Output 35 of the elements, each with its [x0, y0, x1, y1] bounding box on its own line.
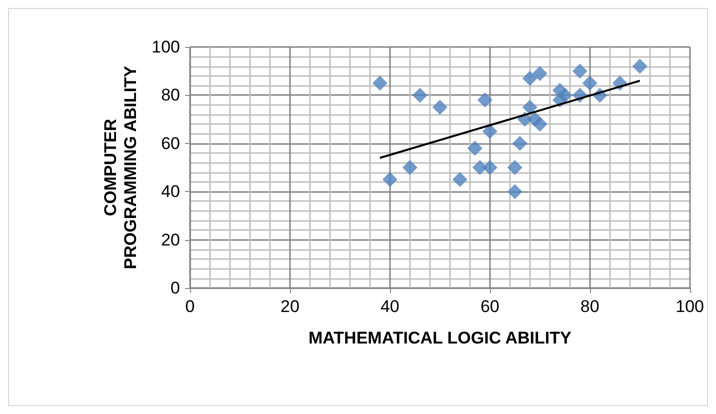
x-tick-label: 80	[580, 297, 600, 316]
y-tick-label: 100	[152, 38, 180, 56]
point	[572, 64, 588, 79]
point	[482, 160, 498, 175]
x-tick-label: 60	[480, 297, 500, 316]
y-axis-title: COMPUTER PROGRAMMING ABILITY	[101, 65, 140, 270]
point	[557, 88, 572, 103]
x-tick-label: 40	[380, 297, 400, 316]
point	[412, 88, 428, 103]
point	[477, 92, 492, 108]
y-tick-label: 60	[161, 134, 180, 153]
y-tick-label: 80	[161, 86, 180, 105]
point	[507, 160, 522, 175]
point	[532, 66, 548, 82]
point	[582, 76, 598, 91]
point	[522, 100, 538, 115]
point	[372, 76, 388, 91]
point	[507, 184, 522, 200]
x-tick-label: 100	[676, 297, 704, 316]
point	[512, 136, 528, 151]
point	[522, 70, 538, 86]
point	[382, 172, 398, 188]
y-tick-label: 0	[170, 278, 180, 298]
point	[532, 116, 548, 132]
x-tick-label: 20	[280, 297, 300, 316]
point	[467, 140, 482, 156]
y-tick-label: 20	[161, 230, 180, 250]
x-axis-title: MATHEMATICAL LOGIC ABILITY	[308, 328, 572, 348]
point	[452, 172, 468, 188]
point	[432, 100, 448, 115]
x-tick-label: 0	[185, 297, 195, 316]
y-tick-label: 40	[161, 182, 180, 202]
point	[632, 58, 648, 74]
point	[482, 124, 498, 139]
point	[402, 160, 418, 175]
